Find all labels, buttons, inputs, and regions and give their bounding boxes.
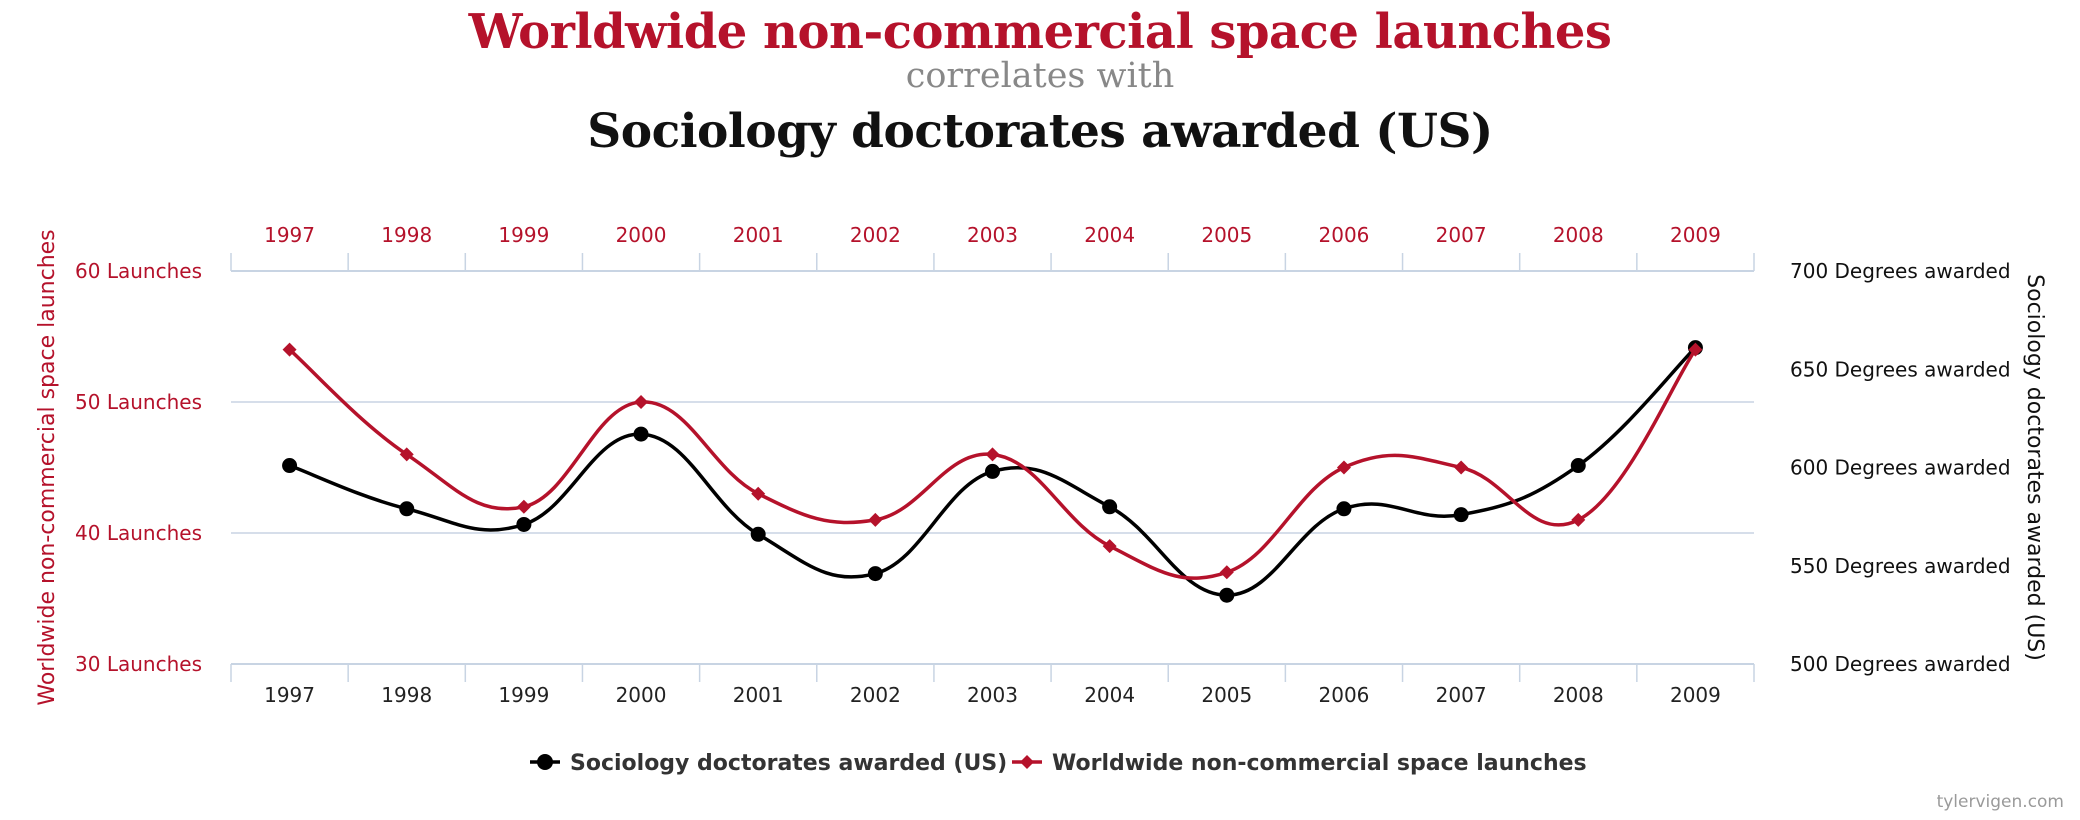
watermark: tylervigen.com — [1936, 792, 2064, 812]
bottom-axis-label-1999: 1999 — [498, 683, 549, 707]
right-axis-tick-500: 500 Degrees awarded — [1790, 652, 2011, 676]
left-axis-tick-50: 50 Launches — [75, 390, 202, 414]
data-point-launches-1998 — [399, 447, 414, 462]
data-point-launches-2000 — [634, 395, 649, 409]
bottom-axis-label-2001: 2001 — [733, 683, 784, 707]
top-axis-label-1997: 1997 — [264, 223, 315, 247]
data-point-doctorates-1999 — [516, 516, 532, 532]
chart-title-secondary: Sociology doctorates awarded (US) — [587, 104, 1493, 159]
left-axis-tick-60: 60 Launches — [75, 259, 202, 283]
top-axis-label-1998: 1998 — [381, 223, 432, 247]
bottom-axis-label-2005: 2005 — [1201, 683, 1252, 707]
data-point-launches-2004 — [1102, 539, 1117, 554]
legend-swatch-marker — [1020, 755, 1034, 769]
right-axis-tick-550: 550 Degrees awarded — [1790, 554, 2011, 578]
legend-label: Worldwide non-commercial space launches — [1052, 751, 1587, 776]
data-point-doctorates-2008 — [1570, 458, 1586, 474]
top-axis-label-1999: 1999 — [498, 223, 549, 247]
data-point-launches-2001 — [751, 486, 766, 501]
bottom-axis-label-1998: 1998 — [381, 683, 432, 707]
data-point-launches-1997 — [282, 342, 297, 357]
top-axis-label-2006: 2006 — [1319, 223, 1370, 247]
right-axis-title: Sociology doctorates awarded (US) — [2022, 274, 2047, 661]
bottom-axis-label-2002: 2002 — [850, 683, 901, 707]
data-point-launches-2006 — [1336, 460, 1351, 475]
data-point-launches-2003 — [985, 447, 1000, 462]
top-axis-label-2003: 2003 — [967, 223, 1018, 247]
data-point-doctorates-1998 — [399, 501, 415, 517]
data-point-doctorates-2003 — [985, 463, 1000, 479]
chart-title-primary: Worldwide non-commercial space launches — [468, 4, 1612, 60]
chart-title-connector: correlates with — [905, 56, 1175, 96]
bottom-axis-label-1997: 1997 — [264, 683, 315, 707]
data-point-launches-2008 — [1571, 512, 1586, 527]
bottom-axis-label-2003: 2003 — [967, 683, 1018, 707]
top-axis-label-2000: 2000 — [616, 223, 667, 247]
data-point-doctorates-2007 — [1453, 507, 1469, 523]
bottom-axis-label-2007: 2007 — [1436, 683, 1487, 707]
data-point-launches-2007 — [1454, 460, 1469, 475]
bottom-axis-label-2006: 2006 — [1319, 683, 1370, 707]
bottom-axis-label-2008: 2008 — [1553, 683, 1604, 707]
left-axis-title: Worldwide non-commercial space launches — [35, 229, 60, 705]
bottom-axis-label-2004: 2004 — [1084, 683, 1135, 707]
top-axis-label-2007: 2007 — [1436, 223, 1487, 247]
top-axis-label-2009: 2009 — [1670, 223, 1721, 247]
left-axis-tick-40: 40 Launches — [75, 521, 202, 545]
chart-titles: Worldwide non-commercial space launches … — [0, 0, 2080, 170]
legend-item-launches[interactable]: Worldwide non-commercial space launches — [1012, 751, 1587, 776]
legend-swatch-marker — [537, 754, 553, 770]
top-axis-label-2002: 2002 — [850, 223, 901, 247]
right-axis-tick-700: 700 Degrees awarded — [1790, 259, 2011, 283]
data-point-doctorates-2004 — [1102, 499, 1118, 515]
data-point-launches-2005 — [1219, 565, 1234, 580]
top-axis-label-2008: 2008 — [1553, 223, 1604, 247]
bottom-axis-label-2000: 2000 — [616, 683, 667, 707]
data-point-doctorates-1997 — [282, 458, 298, 474]
bottom-axis-label-2009: 2009 — [1670, 683, 1721, 707]
data-point-doctorates-2006 — [1336, 501, 1352, 517]
top-axis-label-2001: 2001 — [733, 223, 784, 247]
data-point-launches-2009 — [1688, 342, 1703, 357]
data-point-launches-1999 — [516, 499, 531, 514]
series-line-launches — [288, 348, 1697, 580]
right-axis-tick-600: 600 Degrees awarded — [1790, 456, 2011, 480]
legend-item-doctorates[interactable]: Sociology doctorates awarded (US) — [530, 751, 1007, 776]
left-axis-tick-30: 30 Launches — [75, 652, 202, 676]
data-point-doctorates-2002 — [867, 566, 883, 582]
top-axis-label-2005: 2005 — [1201, 223, 1252, 247]
data-point-doctorates-2000 — [633, 426, 649, 442]
legend-label: Sociology doctorates awarded (US) — [570, 751, 1007, 776]
data-point-launches-2002 — [868, 512, 883, 527]
top-axis-label-2004: 2004 — [1084, 223, 1135, 247]
data-point-doctorates-2001 — [750, 526, 766, 542]
data-point-doctorates-2005 — [1219, 587, 1235, 603]
right-axis-tick-650: 650 Degrees awarded — [1790, 357, 2011, 381]
